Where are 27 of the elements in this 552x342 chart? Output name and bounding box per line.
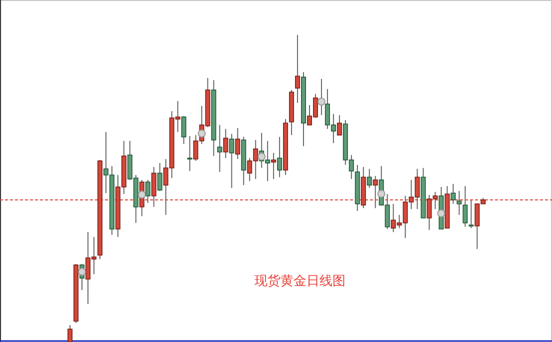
candlestick — [336, 114, 342, 136]
candlestick — [145, 179, 150, 204]
point — [78, 268, 86, 276]
candlestick — [468, 199, 474, 229]
candlestick — [68, 324, 72, 342]
point — [198, 130, 206, 138]
point — [377, 190, 386, 198]
candlestick — [462, 186, 468, 228]
candlestick — [366, 168, 372, 188]
candlestick — [229, 133, 234, 188]
candlestick — [277, 136, 282, 178]
point — [138, 190, 146, 199]
point — [317, 98, 326, 106]
candlestick — [235, 128, 240, 160]
candlestick — [295, 34, 300, 104]
point — [437, 209, 446, 218]
candlestick — [450, 183, 456, 204]
candlestick — [223, 128, 228, 159]
candlestick — [456, 190, 462, 216]
candlestick — [151, 166, 156, 208]
candlestick — [217, 124, 222, 172]
candlestick — [181, 116, 186, 144]
candlestick — [157, 162, 162, 192]
candlestick — [271, 152, 276, 180]
candlestick — [372, 175, 378, 209]
text: 现货黄金日线图 — [254, 274, 346, 289]
candlestick — [187, 136, 192, 172]
